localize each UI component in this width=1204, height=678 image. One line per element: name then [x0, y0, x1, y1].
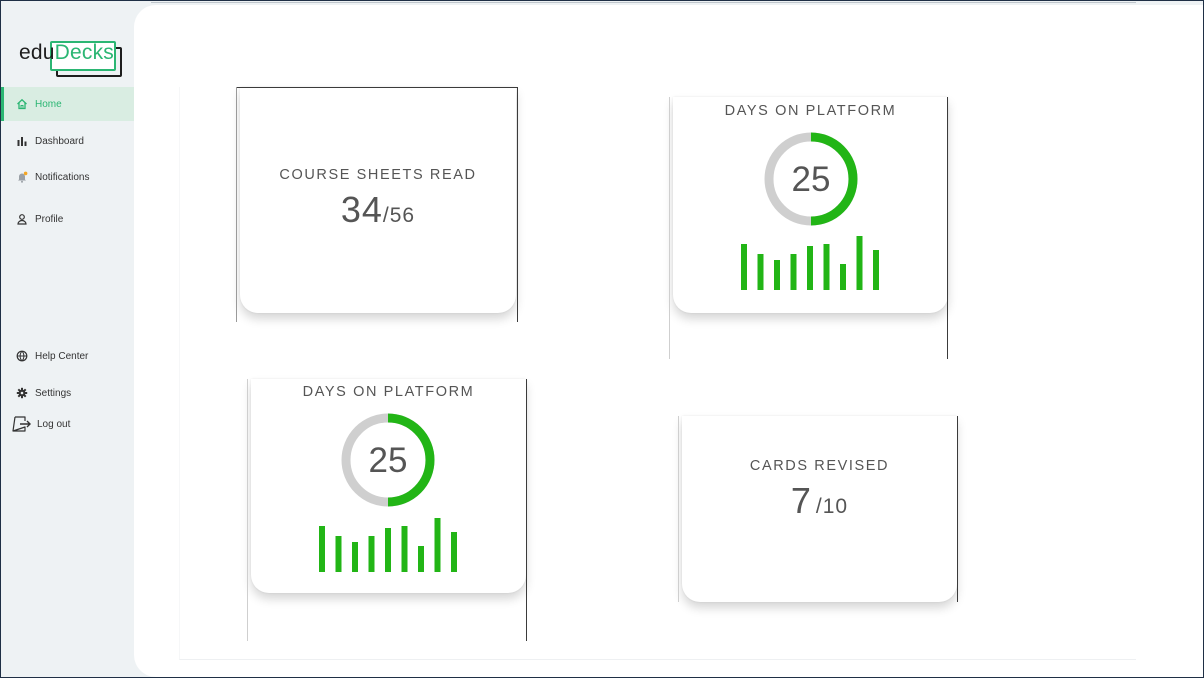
logo-text-decks: Decks	[54, 41, 114, 64]
activity-bar	[434, 518, 441, 572]
sidebar-item-settings[interactable]: Settings	[1, 383, 134, 403]
sidebar-item-logout[interactable]: Log out	[1, 414, 134, 434]
crop-edge	[669, 97, 670, 359]
course-sheets-value: 34/56	[240, 189, 516, 231]
globe-icon	[16, 350, 28, 362]
gear-icon	[16, 387, 28, 399]
cards-revised-label: CARDS REVISED	[749, 458, 890, 474]
crop-edge	[678, 416, 679, 602]
activity-bar	[385, 528, 391, 572]
days-label: DAYS ON PLATFORM	[302, 384, 475, 400]
crop-edge	[236, 87, 518, 88]
crop-edge	[957, 416, 958, 602]
sidebar-item-label: Notifications	[35, 171, 90, 183]
sidebar-item-label: Log out	[37, 418, 71, 430]
home-icon	[16, 98, 28, 110]
content-area	[179, 87, 1136, 660]
logout-icon	[11, 416, 33, 432]
activity-bar	[401, 526, 408, 572]
bar-chart-icon	[16, 135, 28, 147]
sidebar-item-dashboard[interactable]: Dashboard	[1, 131, 134, 151]
activity-bars	[319, 518, 457, 572]
days-card-bottom: DAYS ON PLATFORM 25	[251, 379, 526, 593]
crop-edge	[236, 87, 237, 322]
activity-bar	[368, 536, 375, 572]
cards-revised-value: 7/10	[682, 480, 957, 522]
activity-bar	[757, 254, 764, 290]
activity-bar	[823, 244, 830, 290]
sidebar: eduDecks Home Dashboard Notifications Pr	[1, 1, 134, 677]
crop-edge	[517, 87, 518, 322]
activity-bar	[352, 542, 358, 572]
sidebar-item-help-center[interactable]: Help Center	[1, 346, 134, 366]
activity-bar	[335, 536, 342, 572]
user-icon	[16, 213, 28, 225]
activity-bar	[873, 250, 879, 290]
crop-edge	[526, 379, 527, 641]
days-value: 25	[792, 160, 831, 199]
sidebar-item-label: Profile	[35, 213, 64, 225]
crop-edge	[247, 379, 248, 641]
days-card-top: DAYS ON PLATFORM 25	[673, 97, 948, 313]
activity-bar	[840, 264, 846, 290]
logo-card-front	[50, 41, 116, 71]
activity-bar	[807, 246, 813, 290]
sidebar-item-home[interactable]: Home	[1, 87, 134, 121]
activity-bar	[790, 254, 797, 290]
ring-progress	[387, 413, 435, 507]
course-sheets-total: /56	[382, 204, 416, 227]
course-sheets-label: COURSE SHEETS READ	[279, 167, 477, 183]
bell-icon	[16, 171, 28, 183]
cards-revised-card: CARDS REVISED 7/10	[682, 416, 957, 602]
ring-progress	[810, 132, 858, 226]
top-divider	[151, 2, 1136, 3]
activity-bar	[741, 244, 747, 290]
sidebar-item-notifications[interactable]: Notifications	[1, 167, 134, 187]
course-sheets-card: COURSE SHEETS READ 34/56	[240, 87, 516, 313]
sidebar-item-profile[interactable]: Profile	[1, 209, 134, 229]
course-sheets-read: 34	[340, 189, 383, 230]
activity-bar	[319, 526, 325, 572]
activity-bar	[418, 546, 424, 572]
edudecks-logo[interactable]: eduDecks	[19, 39, 125, 79]
crop-edge	[947, 97, 948, 359]
activity-bar	[856, 236, 863, 290]
days-label: DAYS ON PLATFORM	[724, 103, 897, 119]
cards-revised-count: 7	[790, 480, 812, 521]
activity-bar	[774, 260, 780, 290]
activity-bars	[741, 236, 879, 290]
sidebar-item-label: Help Center	[35, 350, 89, 362]
sidebar-item-label: Dashboard	[35, 135, 84, 147]
days-value: 25	[369, 441, 408, 480]
logo-text-edu: edu	[19, 41, 55, 64]
cards-revised-total: /10	[815, 495, 849, 518]
days-ring-chart: 25	[741, 132, 879, 290]
logo-text: eduDecks	[19, 41, 114, 65]
sidebar-item-label: Settings	[35, 387, 72, 399]
activity-bar	[451, 532, 457, 572]
days-ring-chart: 25	[319, 413, 457, 572]
sidebar-item-label: Home	[35, 98, 62, 110]
